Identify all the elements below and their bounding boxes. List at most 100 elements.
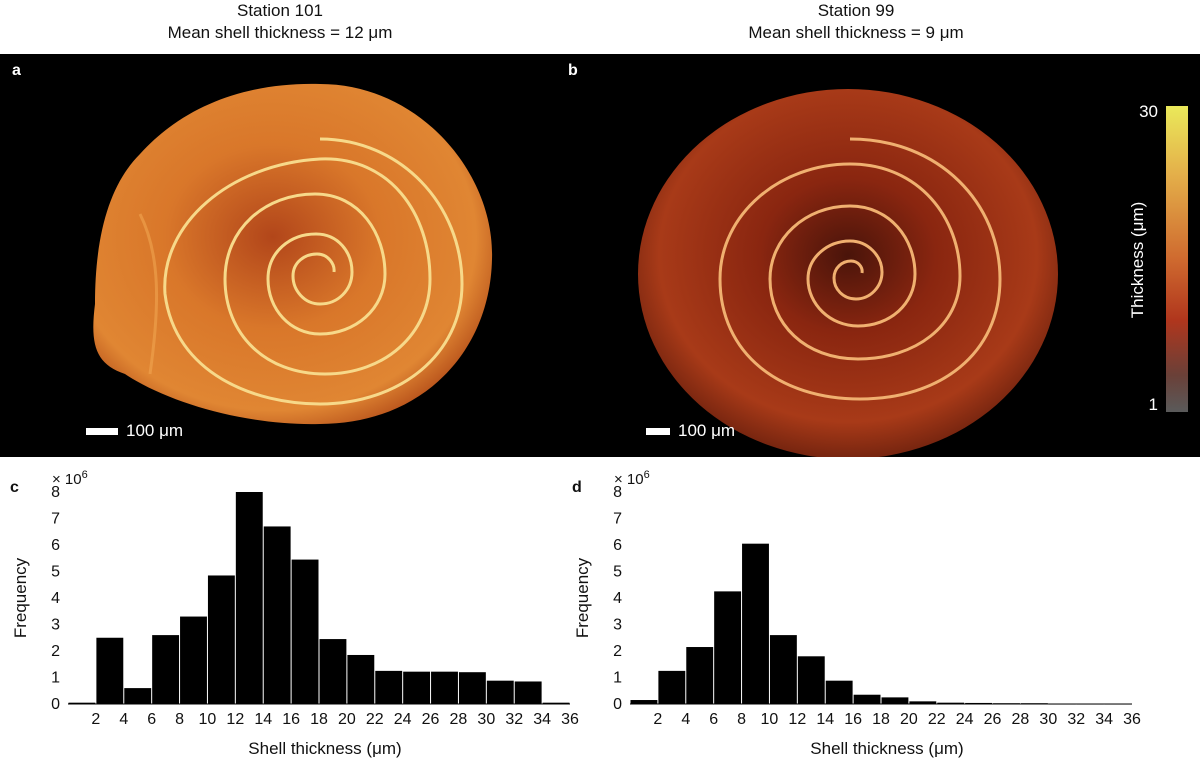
histogram-bar xyxy=(458,672,486,704)
y-axis-title: Frequency xyxy=(11,557,30,638)
x-tick-label: 6 xyxy=(709,711,718,728)
y-tick-label: 6 xyxy=(51,537,60,554)
x-tick-label: 12 xyxy=(226,711,244,728)
thickness-colorbar xyxy=(1166,106,1188,412)
y-tick-label: 2 xyxy=(51,643,60,660)
y-multiplier-label: × 106 xyxy=(52,469,88,488)
histogram-bar xyxy=(375,670,403,704)
x-tick-label: 14 xyxy=(816,711,834,728)
x-tick-label: 28 xyxy=(450,711,468,728)
histogram-bar xyxy=(291,559,319,704)
x-tick-label: 22 xyxy=(366,711,384,728)
y-tick-label: 3 xyxy=(51,617,60,634)
shell-station-99 xyxy=(638,89,1058,459)
x-tick-label: 32 xyxy=(1067,711,1085,728)
y-multiplier-exponent: 6 xyxy=(82,469,88,481)
x-tick-label: 6 xyxy=(147,711,156,728)
x-tick-label: 2 xyxy=(653,711,662,728)
x-tick-label: 20 xyxy=(900,711,918,728)
scale-bar-a-line xyxy=(86,427,118,435)
x-tick-label: 18 xyxy=(310,711,328,728)
histogram-bar xyxy=(347,654,375,704)
histogram-bar xyxy=(180,616,207,704)
histogram-bar xyxy=(714,591,742,704)
histogram-bar xyxy=(797,656,825,704)
x-tick-label: 24 xyxy=(956,711,974,728)
y-tick-label: 6 xyxy=(613,537,622,554)
histogram-bar xyxy=(965,702,993,704)
scale-bar-a: 100 μm xyxy=(86,421,183,441)
x-tick-label: 8 xyxy=(175,711,184,728)
y-tick-label: 5 xyxy=(613,564,622,581)
histogram-bar xyxy=(542,702,570,704)
colorbar-axis-label: Thickness (μm) xyxy=(1128,201,1147,319)
x-tick-label: 34 xyxy=(533,711,551,728)
x-axis-title: Shell thickness (μm) xyxy=(810,739,963,758)
x-tick-label: 18 xyxy=(872,711,890,728)
histogram-bar xyxy=(825,680,853,704)
x-tick-label: 36 xyxy=(561,711,579,728)
panel-label-d: d xyxy=(572,479,582,496)
histogram-bar xyxy=(403,671,431,704)
scale-bar-b-line xyxy=(646,427,670,435)
station-99-mean-thickness: Mean shell thickness = 9 μm xyxy=(748,23,964,42)
colorbar-max-label: 30 xyxy=(1139,102,1158,121)
histogram-bar xyxy=(909,701,937,704)
x-tick-label: 10 xyxy=(761,711,779,728)
colorbar-min-label: 1 xyxy=(1148,395,1158,414)
x-tick-label: 26 xyxy=(984,711,1002,728)
histogram-bar xyxy=(235,492,263,704)
y-tick-label: 1 xyxy=(51,670,60,687)
histogram-bar xyxy=(486,680,514,704)
histogram-bar xyxy=(96,637,124,704)
histogram-bar xyxy=(630,700,658,704)
x-tick-label: 28 xyxy=(1012,711,1030,728)
histogram-bar xyxy=(937,702,965,704)
histogram-bar xyxy=(319,639,347,704)
station-99-title-block: Station 99 Mean shell thickness = 9 μm xyxy=(656,0,1056,44)
x-tick-label: 10 xyxy=(199,711,217,728)
x-tick-label: 14 xyxy=(254,711,272,728)
histogram-bar xyxy=(742,543,769,704)
station-101-mean-thickness: Mean shell thickness = 12 μm xyxy=(167,23,393,42)
station-99-title: Station 99 xyxy=(817,1,895,20)
y-tick-label: 8 xyxy=(51,484,60,501)
y-tick-label: 2 xyxy=(613,643,622,660)
x-tick-label: 12 xyxy=(788,711,806,728)
micro-ct-image-panel xyxy=(0,54,1200,459)
x-axis-title: Shell thickness (μm) xyxy=(248,739,401,758)
x-tick-label: 32 xyxy=(505,711,523,728)
y-tick-label: 7 xyxy=(51,511,60,528)
x-tick-label: 26 xyxy=(422,711,440,728)
x-tick-label: 24 xyxy=(394,711,412,728)
x-tick-label: 4 xyxy=(681,711,690,728)
scale-bar-a-label: 100 μm xyxy=(126,421,184,440)
x-tick-label: 30 xyxy=(477,711,495,728)
x-tick-label: 16 xyxy=(282,711,300,728)
x-tick-label: 36 xyxy=(1123,711,1141,728)
y-axis-title: Frequency xyxy=(573,557,592,638)
scale-bar-b: 100 μm xyxy=(646,421,735,441)
histogram-bar xyxy=(881,697,909,704)
histogram-bar xyxy=(124,688,152,704)
shell-renderings xyxy=(93,83,1058,459)
x-tick-label: 34 xyxy=(1095,711,1113,728)
y-tick-label: 1 xyxy=(613,670,622,687)
histogram-bar xyxy=(686,647,714,704)
y-multiplier-exponent: 6 xyxy=(644,469,650,481)
histogram-bar xyxy=(263,526,291,704)
x-tick-label: 8 xyxy=(737,711,746,728)
y-multiplier-label: × 106 xyxy=(614,469,650,488)
histogram-bar xyxy=(769,635,797,704)
y-tick-label: 4 xyxy=(613,590,622,607)
x-tick-label: 22 xyxy=(928,711,946,728)
y-tick-label: 3 xyxy=(613,617,622,634)
x-tick-label: 4 xyxy=(119,711,128,728)
station-101-title: Station 101 xyxy=(236,1,323,20)
y-tick-label: 0 xyxy=(51,696,60,713)
histogram-bar xyxy=(207,575,235,704)
station-101-title-block: Station 101 Mean shell thickness = 12 μm xyxy=(80,0,480,44)
y-tick-label: 0 xyxy=(613,696,622,713)
